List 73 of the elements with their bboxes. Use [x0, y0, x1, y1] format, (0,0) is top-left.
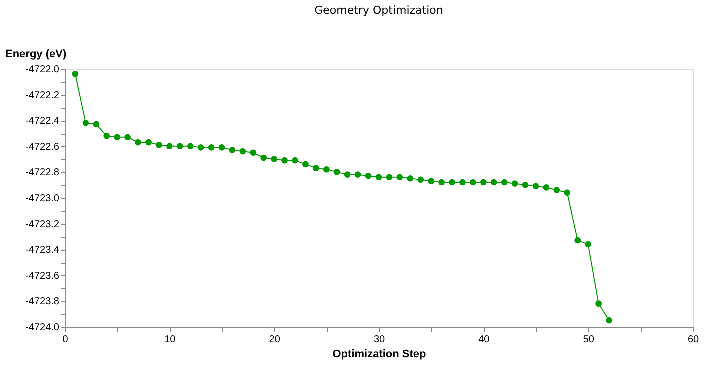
point — [564, 190, 571, 196]
x-axis-title: Optimization Step — [332, 348, 427, 360]
y-tick-label: -4722.8 — [26, 168, 60, 179]
point — [428, 178, 434, 184]
y-tick-label: -4724.0 — [26, 322, 60, 334]
point — [302, 161, 309, 168]
point — [93, 121, 100, 128]
point — [240, 148, 246, 155]
point — [554, 187, 560, 194]
point — [218, 144, 226, 151]
point — [114, 134, 120, 141]
point — [313, 165, 320, 172]
point — [365, 172, 372, 180]
point — [146, 139, 152, 146]
point — [574, 237, 582, 244]
point — [386, 174, 393, 181]
point — [585, 241, 592, 248]
point — [187, 143, 194, 150]
point — [470, 179, 476, 186]
x-tick-label: 30 — [374, 334, 386, 346]
point — [166, 143, 173, 150]
point — [512, 180, 518, 187]
point — [438, 179, 445, 186]
point — [250, 150, 257, 156]
point — [606, 317, 612, 324]
y-tick-label: -4723.8 — [26, 296, 60, 308]
point — [124, 134, 131, 141]
point — [292, 157, 298, 164]
point — [176, 143, 184, 150]
x-tick-label: 10 — [164, 334, 176, 346]
y-tick-label: -4722.6 — [26, 142, 60, 153]
point — [344, 172, 351, 178]
point — [135, 139, 142, 146]
point — [260, 154, 268, 162]
point — [480, 179, 487, 186]
point — [156, 142, 162, 148]
y-axis-title: Energy (eV) — [6, 48, 67, 60]
x-tick-label: 40 — [478, 334, 490, 346]
y-tick-label: -4723.0 — [26, 194, 60, 204]
point — [501, 179, 508, 186]
point — [449, 179, 456, 186]
point — [396, 174, 404, 181]
point — [271, 156, 278, 162]
y-tick-label: -4723.4 — [26, 245, 60, 256]
y-tick-label: -4723.6 — [26, 270, 60, 282]
x-tick-label: 60 — [688, 334, 700, 346]
x-tick-label: 20 — [269, 334, 281, 346]
point — [376, 174, 382, 181]
point — [532, 183, 540, 190]
chart-title: Geometry Optimization — [314, 4, 444, 17]
point — [82, 120, 90, 126]
point — [490, 179, 498, 186]
point — [460, 179, 466, 186]
point — [72, 71, 79, 78]
point — [229, 147, 236, 154]
y-tick-label: -4723.2 — [26, 219, 60, 230]
point — [543, 184, 550, 191]
point — [324, 166, 330, 173]
y-tick-label: -4722.0 — [26, 64, 60, 76]
point — [208, 144, 215, 151]
point — [282, 157, 288, 164]
point — [418, 176, 424, 184]
point — [354, 172, 362, 178]
x-tick-label: 50 — [583, 334, 595, 346]
point — [522, 182, 529, 188]
y-tick-label: -4722.4 — [26, 116, 60, 128]
x-tick-label: 0 — [62, 334, 69, 346]
point — [596, 300, 602, 307]
point — [407, 175, 414, 182]
point — [334, 169, 340, 176]
point — [104, 132, 110, 140]
point — [198, 144, 204, 151]
y-tick-label: -4722.2 — [26, 90, 60, 102]
